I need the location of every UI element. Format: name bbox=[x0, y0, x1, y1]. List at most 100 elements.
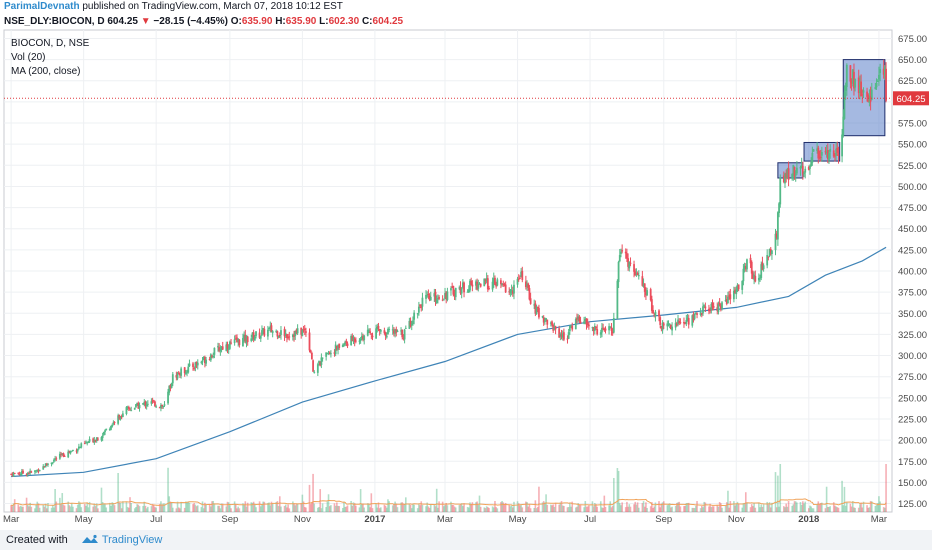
candle-body bbox=[102, 436, 104, 438]
candle-body bbox=[126, 407, 128, 414]
volume-bar bbox=[363, 508, 365, 512]
created-with-text: Created with bbox=[0, 534, 68, 546]
candle-body bbox=[471, 285, 473, 287]
candle-body bbox=[180, 368, 182, 375]
volume-bar bbox=[297, 504, 299, 512]
volume-bar bbox=[613, 478, 615, 512]
volume-bar bbox=[355, 506, 357, 512]
candle-body bbox=[384, 330, 386, 333]
candle-body bbox=[187, 367, 189, 373]
candle-body bbox=[616, 281, 618, 319]
candle-body bbox=[530, 298, 532, 304]
candle-body bbox=[779, 178, 781, 205]
candle-body bbox=[518, 279, 520, 280]
y-tick-label: 250.00 bbox=[898, 393, 927, 404]
candle-body bbox=[193, 368, 195, 369]
candle-body bbox=[360, 339, 362, 341]
candle-body bbox=[529, 288, 531, 299]
candle-body bbox=[527, 284, 529, 288]
candle-body bbox=[877, 81, 879, 82]
volume-bar bbox=[721, 508, 723, 512]
candle-body bbox=[375, 328, 377, 338]
tradingview-brand[interactable]: TradingView bbox=[102, 534, 163, 546]
candle-body bbox=[72, 450, 74, 451]
candle-body bbox=[161, 405, 163, 406]
candle-body bbox=[521, 271, 523, 280]
candle-body bbox=[511, 290, 513, 291]
candle-body bbox=[630, 263, 632, 264]
candle-body bbox=[238, 340, 240, 345]
candle-body bbox=[388, 329, 390, 330]
candle-body bbox=[413, 313, 415, 320]
candle-body bbox=[368, 330, 370, 331]
volume-bar bbox=[380, 507, 382, 512]
candle-body bbox=[355, 341, 357, 342]
candle-body bbox=[338, 344, 340, 348]
candle-body bbox=[372, 336, 374, 338]
candle-body bbox=[155, 406, 157, 407]
candle-body bbox=[658, 310, 660, 316]
candle-body bbox=[463, 283, 465, 293]
footer: Created with TradingView bbox=[0, 530, 932, 550]
candle-body bbox=[803, 173, 805, 174]
volume-bar bbox=[255, 507, 257, 512]
candle-body bbox=[796, 168, 798, 174]
candle-body bbox=[718, 304, 720, 312]
candle-body bbox=[210, 354, 212, 360]
candle-body bbox=[800, 167, 802, 168]
volume-bar bbox=[580, 505, 582, 512]
candle-body bbox=[147, 404, 149, 405]
candle-body bbox=[455, 288, 457, 297]
volume-bar bbox=[438, 501, 440, 512]
candle-body bbox=[230, 343, 232, 344]
candle-body bbox=[676, 324, 678, 325]
rectangles[interactable] bbox=[778, 60, 885, 178]
candle-body bbox=[849, 65, 851, 81]
candle-body bbox=[313, 372, 315, 373]
volume-bar bbox=[22, 507, 24, 512]
volume-bars bbox=[10, 464, 887, 512]
candle-body bbox=[563, 332, 565, 339]
candle-body bbox=[621, 250, 623, 251]
candle-body bbox=[234, 339, 236, 343]
candle-body bbox=[177, 373, 179, 378]
volume-bar bbox=[738, 504, 740, 512]
volume-bar bbox=[796, 502, 798, 512]
volume-bar bbox=[97, 508, 99, 512]
candle-body bbox=[767, 257, 769, 258]
candle-body bbox=[205, 360, 207, 364]
volume-bar bbox=[455, 507, 457, 512]
y-tick-label: 625.00 bbox=[898, 76, 927, 87]
candle-body bbox=[345, 341, 347, 343]
candle-body bbox=[77, 449, 79, 451]
volume-bar bbox=[230, 508, 232, 512]
candle-body bbox=[146, 405, 148, 406]
volume-bar bbox=[122, 501, 124, 512]
candle-body bbox=[309, 333, 311, 351]
candle-body bbox=[80, 443, 82, 447]
volume-bar bbox=[172, 508, 174, 512]
candle-body bbox=[279, 335, 281, 336]
candle-body bbox=[494, 278, 496, 285]
candle-body bbox=[778, 203, 780, 213]
candle-body bbox=[702, 306, 704, 313]
y-tick-label: 650.00 bbox=[898, 55, 927, 66]
price-chart[interactable]: 604.25 125.00 150.00 175.00 200.00 225.00 250… bbox=[0, 0, 932, 530]
candle-body bbox=[519, 278, 521, 279]
candle-body bbox=[397, 331, 399, 332]
candle-body bbox=[401, 330, 403, 338]
volume-bar bbox=[838, 508, 840, 512]
candle-body bbox=[828, 153, 830, 161]
candle-body bbox=[97, 439, 99, 440]
volume-bar bbox=[422, 505, 424, 512]
candle-body bbox=[650, 289, 652, 300]
candle-body bbox=[310, 350, 312, 352]
y-tick-label: 575.00 bbox=[898, 119, 927, 130]
candle-body bbox=[436, 299, 438, 303]
legend-volume: Vol (20) bbox=[11, 52, 45, 63]
volume-bar bbox=[338, 506, 340, 512]
candle-body bbox=[330, 353, 332, 354]
candle-body bbox=[171, 383, 173, 388]
candle-body bbox=[192, 363, 194, 367]
x-tick-label: Nov bbox=[294, 514, 311, 525]
